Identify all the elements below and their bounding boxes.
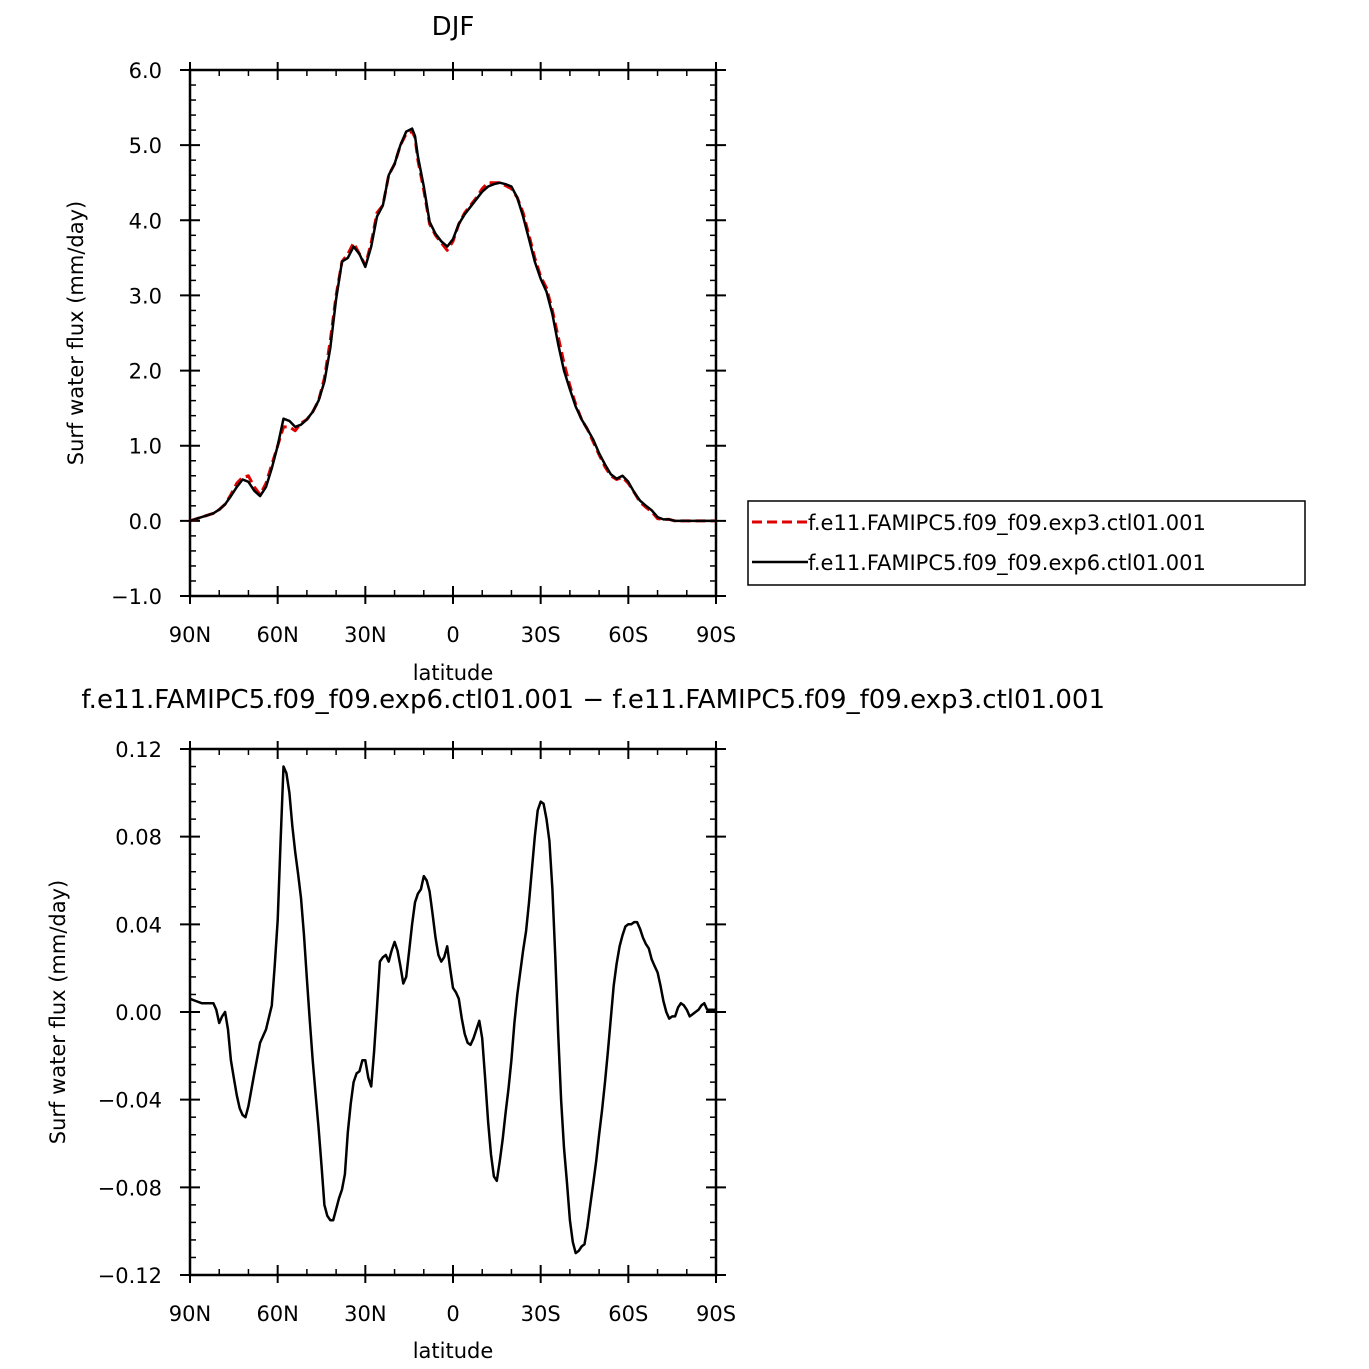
x-tick-label: 60S: [608, 1302, 648, 1326]
legend-label-1: f.e11.FAMIPC5.f09_f09.exp6.ctl01.001: [808, 551, 1206, 576]
y-tick-label: 1.0: [129, 435, 162, 459]
y-tick-label: 4.0: [129, 209, 162, 233]
x-tick-label: 90N: [169, 1302, 211, 1326]
y-tick-label: 0.0: [129, 510, 162, 534]
legend: f.e11.FAMIPC5.f09_f09.exp3.ctl01.001 f.e1…: [747, 500, 1306, 586]
legend-label-0: f.e11.FAMIPC5.f09_f09.exp3.ctl01.001: [808, 511, 1206, 536]
x-axis-label: latitude: [413, 661, 494, 685]
plot-frame: [188, 68, 718, 598]
top-panel-djf: DJF 90N 60N 30N 0 30S 60S 90S −1.0 0.0 1.0 2.0 3.0 4.…: [64, 12, 736, 685]
bottom-panel-difference: f.e11.FAMIPC5.f09_f09.exp6.ctl01.001 − f…: [46, 685, 1105, 1363]
x-axis-label: latitude: [413, 1339, 494, 1363]
chart-title: DJF: [432, 12, 475, 42]
x-tick-label: 60N: [256, 1302, 298, 1326]
y-tick-label: −0.04: [98, 1089, 162, 1113]
y-tick-label: 5.0: [129, 134, 162, 158]
chart-title: f.e11.FAMIPC5.f09_f09.exp6.ctl01.001 − f…: [81, 685, 1105, 715]
plot-frame: [188, 747, 718, 1277]
x-tick-label: 90S: [696, 1302, 736, 1326]
x-tick-label: 0: [446, 1302, 459, 1326]
y-axis-label: Surf water flux (mm/day): [46, 880, 70, 1145]
y-tick-label: 0.12: [115, 738, 162, 762]
y-tick-label: −0.08: [98, 1176, 162, 1200]
y-tick-label: −0.12: [98, 1264, 162, 1288]
y-tick-label: 0.00: [115, 1001, 162, 1025]
y-tick-label: 6.0: [129, 59, 162, 83]
y-tick-label: 2.0: [129, 360, 162, 384]
y-tick-label: −1.0: [111, 585, 162, 609]
x-tick-label: 0: [446, 623, 459, 647]
x-tick-label: 90S: [696, 623, 736, 647]
y-tick-label: 3.0: [129, 284, 162, 308]
x-tick-label: 30N: [344, 623, 386, 647]
x-tick-label: 30N: [344, 1302, 386, 1326]
series-line-0-1: [189, 127, 716, 523]
y-axis-label: Surf water flux (mm/day): [64, 201, 88, 466]
series-line-0-0: [189, 130, 716, 523]
x-tick-label: 90N: [169, 623, 211, 647]
x-tick-label: 60N: [256, 623, 298, 647]
x-tick-label: 30S: [521, 1302, 561, 1326]
series-line-1-0: [189, 765, 716, 1255]
x-tick-label: 30S: [521, 623, 561, 647]
y-tick-label: 0.04: [115, 913, 162, 937]
x-tick-label: 60S: [608, 623, 648, 647]
legend-box: [747, 500, 1306, 586]
y-tick-label: 0.08: [115, 826, 162, 850]
